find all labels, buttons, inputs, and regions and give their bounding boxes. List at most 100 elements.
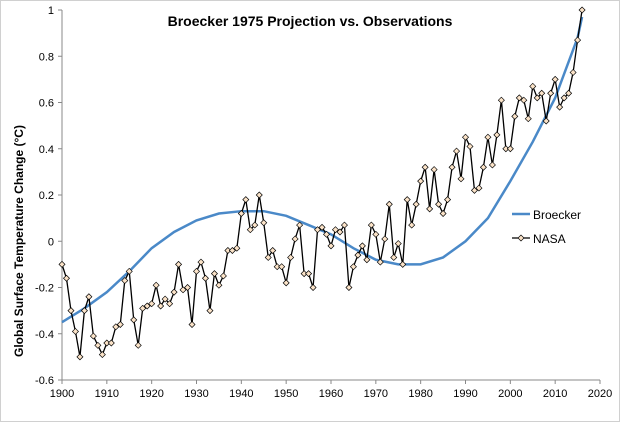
nasa-point <box>488 161 496 169</box>
nasa-point <box>340 221 348 229</box>
x-tick-label: 1970 <box>364 388 388 400</box>
nasa-point <box>260 219 268 227</box>
nasa-point <box>560 94 568 102</box>
nasa-point <box>98 351 106 359</box>
nasa-point <box>556 103 564 111</box>
legend-nasa-label: NASA <box>533 232 566 246</box>
nasa-point <box>453 147 461 155</box>
nasa-point <box>233 244 241 252</box>
nasa-point <box>385 200 393 208</box>
nasa-point <box>112 323 120 331</box>
y-tick-label: 0 <box>48 236 54 248</box>
nasa-point <box>327 242 335 250</box>
nasa-point <box>76 353 84 361</box>
nasa-point <box>143 302 151 310</box>
nasa-point <box>551 75 559 83</box>
nasa-point <box>390 253 398 261</box>
nasa-point <box>152 281 160 289</box>
nasa-point <box>439 210 447 217</box>
nasa-point <box>291 235 299 243</box>
nasa-point <box>282 279 290 287</box>
x-tick-label: 1900 <box>50 388 74 400</box>
nasa-point <box>515 94 523 102</box>
nasa-point <box>278 263 286 271</box>
nasa-point <box>444 196 452 204</box>
nasa-point <box>80 307 88 315</box>
nasa-point <box>287 253 295 261</box>
nasa-point <box>484 133 492 141</box>
nasa-point <box>538 89 546 97</box>
nasa-point <box>421 163 429 171</box>
nasa-point <box>323 230 331 238</box>
x-tick-label: 1930 <box>184 388 208 400</box>
nasa-point <box>125 267 133 275</box>
nasa-point <box>506 145 514 153</box>
nasa-point <box>349 263 357 271</box>
nasa-point <box>228 247 236 254</box>
y-tick-label: 1 <box>48 5 54 17</box>
y-tick-label: 0.6 <box>39 98 54 110</box>
nasa-point <box>161 295 169 303</box>
nasa-point <box>542 117 550 125</box>
nasa-point <box>219 272 227 280</box>
nasa-point <box>363 256 371 264</box>
nasa-point <box>305 270 313 278</box>
nasa-point <box>426 205 434 213</box>
y-axis-label: Global Surface Temperature Change (°C) <box>12 125 26 357</box>
nasa-point <box>296 221 304 229</box>
nasa-point <box>251 221 259 229</box>
nasa-point <box>62 274 70 282</box>
x-tick-label: 2000 <box>498 388 522 400</box>
nasa-point <box>121 277 129 285</box>
nasa-point <box>448 163 456 171</box>
legend-broecker-label: Broecker <box>533 208 581 222</box>
nasa-point <box>148 300 156 308</box>
nasa-point <box>157 302 165 310</box>
y-tick-label: 0.2 <box>39 190 54 202</box>
nasa-point <box>193 267 200 275</box>
broecker-line <box>61 16 584 324</box>
nasa-point <box>578 6 586 14</box>
nasa-point <box>58 260 66 268</box>
nasa-point <box>201 274 209 282</box>
nasa-point <box>94 341 102 349</box>
nasa-point <box>466 142 474 150</box>
y-tick-label: -0.6 <box>35 375 54 387</box>
nasa-point <box>524 115 532 123</box>
nasa-point <box>237 210 245 217</box>
nasa-point <box>479 163 487 171</box>
y-tick-label: 0.4 <box>39 144 54 156</box>
nasa-point <box>175 260 183 268</box>
nasa-point <box>462 133 469 141</box>
nasa-point <box>255 191 263 199</box>
nasa-point <box>314 226 322 234</box>
chart-title: Broecker 1975 Projection vs. Observation… <box>168 13 453 29</box>
nasa-point <box>376 258 384 266</box>
nasa-point <box>85 293 93 301</box>
nasa-point <box>309 284 317 291</box>
nasa-point <box>184 284 192 291</box>
nasa-point <box>569 68 577 76</box>
nasa-point <box>520 96 528 104</box>
nasa-point <box>394 240 402 248</box>
nasa-point <box>457 175 465 183</box>
nasa-point <box>354 251 362 259</box>
nasa-point <box>242 196 250 204</box>
x-tick-label: 1910 <box>95 388 119 400</box>
nasa-point <box>529 82 537 90</box>
x-tick-label: 2010 <box>543 388 567 400</box>
nasa-point <box>67 307 75 315</box>
nasa-point <box>179 286 187 294</box>
nasa-point <box>318 223 326 231</box>
nasa-point <box>381 235 389 243</box>
nasa-point <box>188 321 196 328</box>
x-tick-label: 2020 <box>588 388 612 400</box>
nasa-point <box>547 89 555 97</box>
nasa-point <box>166 300 174 308</box>
nasa-point <box>403 196 411 204</box>
x-tick-label: 1920 <box>139 388 163 400</box>
nasa-point <box>493 131 501 139</box>
nasa-point <box>430 166 438 174</box>
